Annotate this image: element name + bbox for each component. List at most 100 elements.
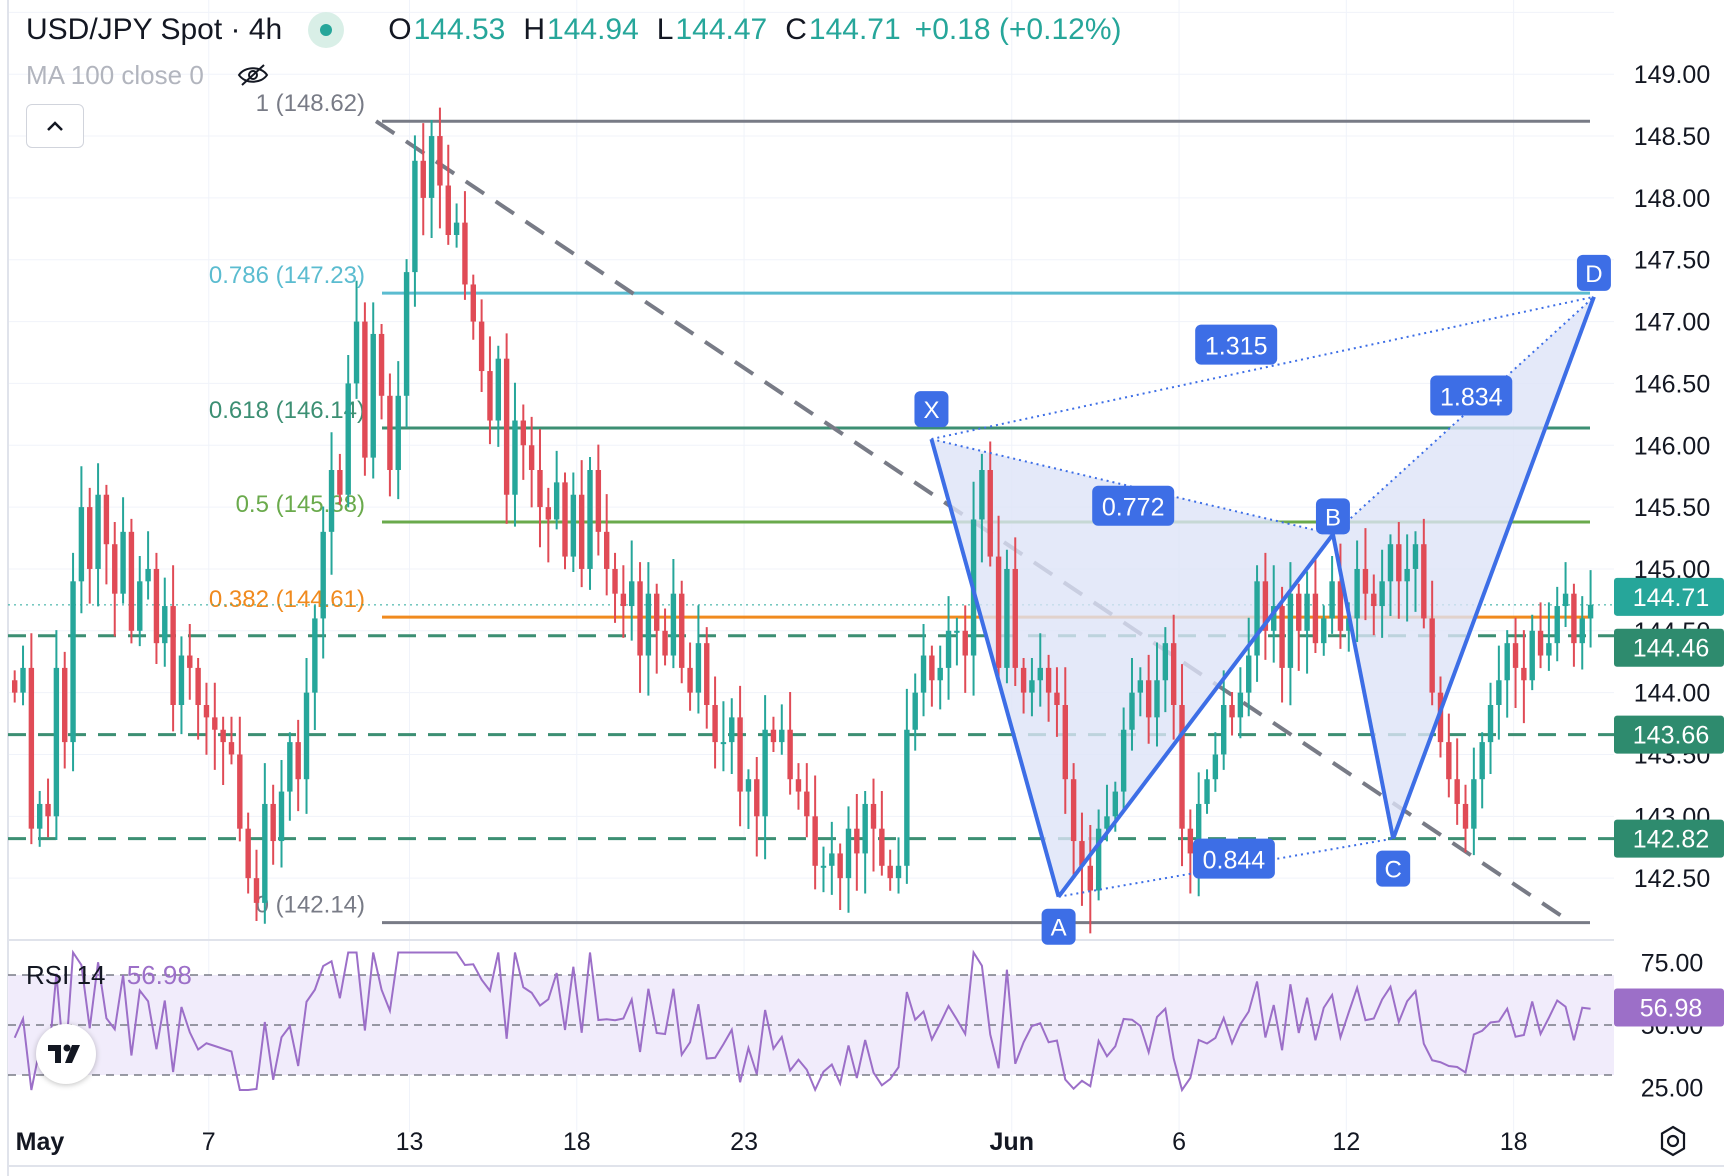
candle-body bbox=[545, 507, 552, 520]
candle-body bbox=[1012, 568, 1018, 668]
candle-body bbox=[1004, 568, 1010, 668]
ma-indicator-label[interactable]: MA 100 close 0 bbox=[26, 60, 204, 90]
candle-body bbox=[937, 667, 943, 681]
candle-body bbox=[587, 470, 593, 569]
market-status-icon bbox=[308, 12, 345, 48]
candle-body bbox=[1095, 828, 1102, 891]
x-tick-label: 18 bbox=[1500, 1128, 1528, 1156]
candle-body bbox=[1487, 705, 1494, 743]
candle-body bbox=[220, 729, 226, 743]
symbol-title[interactable]: USD/JPY Spot · 4h bbox=[26, 13, 283, 46]
candle-body bbox=[337, 470, 343, 495]
candle-body bbox=[679, 593, 685, 668]
pattern-leg-XA bbox=[929, 438, 1061, 898]
candle-body bbox=[278, 791, 285, 842]
candle-body bbox=[437, 136, 443, 186]
candle-body bbox=[512, 420, 518, 495]
fib-label-0: 0 (142.14) bbox=[256, 892, 365, 919]
ratio-line-XD bbox=[931, 295, 1595, 441]
y-tick-label: 145.50 bbox=[1634, 494, 1710, 522]
candle-body bbox=[1554, 606, 1560, 644]
pattern-leg-BC bbox=[1330, 533, 1396, 839]
rsi-legend[interactable]: RSI 14 56.98 bbox=[26, 960, 192, 991]
fib-label-1: 1 (148.62) bbox=[256, 90, 365, 117]
high-value: 144.94 bbox=[547, 13, 639, 46]
tradingview-logo[interactable] bbox=[36, 1024, 96, 1084]
price-tag-label-144.46: 144.46 bbox=[1633, 635, 1709, 663]
candle-body bbox=[1054, 692, 1060, 705]
candle-body bbox=[820, 865, 827, 868]
candle-body bbox=[1162, 643, 1169, 681]
candle-body bbox=[262, 803, 268, 903]
axes: 142.50143.00143.50144.00144.50145.00145.… bbox=[16, 61, 1724, 1156]
rsi-value: 56.98 bbox=[126, 960, 192, 990]
harmonic-pattern: 0.772 0.844 1.315 1.834 X A B C D bbox=[914, 254, 1611, 945]
collapse-button[interactable] bbox=[26, 104, 84, 148]
y-tick-label: 147.00 bbox=[1634, 309, 1710, 337]
candle-body bbox=[145, 568, 151, 582]
candle-body bbox=[1246, 655, 1252, 693]
candle-body bbox=[395, 395, 401, 470]
candle-body bbox=[1521, 667, 1527, 681]
pattern-point-B bbox=[1315, 498, 1350, 535]
candle-body bbox=[1404, 568, 1410, 582]
high-label: H bbox=[523, 13, 546, 46]
candle-body bbox=[495, 358, 501, 421]
candle-body bbox=[1204, 779, 1210, 804]
ratio-label-AC: 0.844 bbox=[1203, 847, 1266, 875]
candle-body bbox=[812, 816, 818, 866]
candle-body bbox=[428, 136, 435, 198]
y-tick-label: 148.00 bbox=[1634, 185, 1710, 213]
candle-body bbox=[553, 482, 560, 520]
open-label: O bbox=[388, 13, 412, 46]
candle-body bbox=[904, 729, 910, 866]
candle-body bbox=[637, 581, 643, 656]
price-tag-143.66 bbox=[1614, 715, 1724, 754]
candle-body bbox=[1571, 593, 1577, 644]
settings-icon[interactable] bbox=[1656, 1124, 1690, 1158]
candle-body bbox=[303, 692, 310, 780]
pattern-leg-CD bbox=[1391, 296, 1596, 840]
candle-body bbox=[1321, 618, 1327, 644]
candle-body bbox=[1279, 606, 1285, 668]
candle-body bbox=[570, 494, 577, 557]
candle-body bbox=[470, 284, 476, 322]
candle-body bbox=[1271, 606, 1277, 631]
candle-body bbox=[1079, 841, 1085, 866]
eye-hidden-icon[interactable] bbox=[236, 62, 270, 88]
candle-body bbox=[1304, 593, 1310, 631]
pattern-triangle-bcd bbox=[1332, 296, 1594, 839]
trendline bbox=[374, 119, 1562, 917]
candle-body bbox=[162, 606, 168, 644]
candle-body bbox=[895, 865, 902, 879]
candle-body bbox=[720, 742, 727, 745]
price-tag-label-142.82: 142.82 bbox=[1633, 826, 1709, 854]
candle-body bbox=[1471, 779, 1477, 829]
candle-body bbox=[1087, 865, 1093, 891]
candle-body bbox=[987, 470, 993, 557]
candle-body bbox=[1396, 544, 1402, 582]
rsi-line bbox=[13, 949, 1591, 1093]
x-tick-label: 12 bbox=[1332, 1128, 1360, 1156]
candle-body bbox=[1070, 779, 1077, 842]
candle-body bbox=[1537, 630, 1544, 656]
candle-body bbox=[804, 791, 810, 817]
candle-body bbox=[87, 507, 93, 569]
candle-body bbox=[687, 667, 693, 693]
x-tick-label: Jun bbox=[990, 1128, 1034, 1156]
candle-body bbox=[28, 667, 35, 829]
candle-body bbox=[929, 655, 935, 681]
candle-body bbox=[645, 593, 652, 656]
candle-body bbox=[128, 531, 135, 631]
candle-body bbox=[1496, 680, 1502, 705]
candle-body bbox=[1170, 643, 1177, 705]
candle-body bbox=[670, 593, 677, 656]
candle-body bbox=[53, 667, 60, 817]
candle-body bbox=[1212, 754, 1219, 780]
candle-body bbox=[654, 593, 660, 631]
low-label: L bbox=[656, 13, 674, 46]
candle-body bbox=[1529, 630, 1535, 681]
candle-body bbox=[1412, 544, 1419, 569]
trendline-dashed bbox=[374, 119, 1562, 917]
